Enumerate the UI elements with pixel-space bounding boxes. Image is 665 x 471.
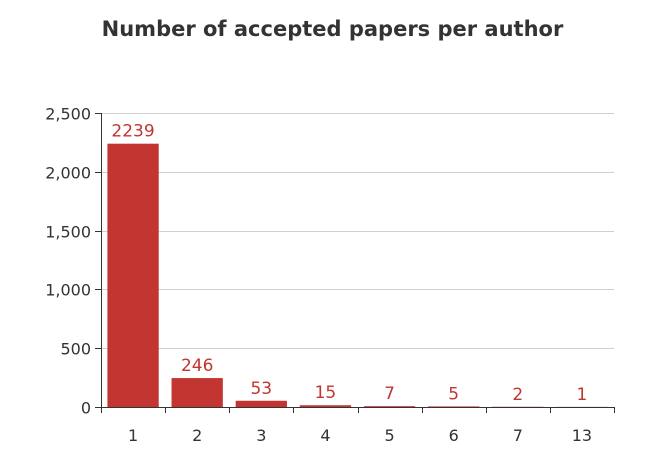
x-tick-label: 5 [384,426,394,445]
data-label: 5 [448,384,459,404]
bar [235,400,287,407]
data-label: 15 [315,383,337,403]
axes: 0 500 1,000 1,500 2,000 2,500 1 2 3 4 5 6 7 13 [45,105,615,445]
bar [428,406,480,408]
data-labels: 2239 246 53 15 7 5 2 1 [111,122,587,405]
y-tick-label: 500 [60,340,91,359]
x-tick-label: 3 [256,426,266,445]
x-tick-label: 7 [513,426,523,445]
x-tick-label: 6 [449,426,459,445]
x-tick-label: 4 [320,426,330,445]
y-tick-label: 1,500 [45,223,91,242]
bar [171,378,223,407]
data-label: 246 [181,356,213,376]
data-label: 2239 [111,122,154,142]
y-tick-label: 2,500 [45,105,91,124]
y-tick-label: 0 [81,399,91,418]
bars [107,143,608,408]
data-label: 1 [577,385,588,405]
y-tick-label: 2,000 [45,164,91,183]
x-tick-label: 13 [572,426,592,445]
bar [363,406,416,407]
data-label: 53 [250,379,272,399]
data-label: 2 [512,385,523,405]
y-tick-label: 1,000 [45,281,91,300]
chart-title: Number of accepted papers per author [101,17,564,41]
bar [107,143,159,407]
data-label: 7 [384,384,395,404]
bar [299,405,352,407]
x-tick-label: 1 [128,426,138,445]
x-tick-label: 2 [192,426,202,445]
grid-lines [101,113,614,349]
